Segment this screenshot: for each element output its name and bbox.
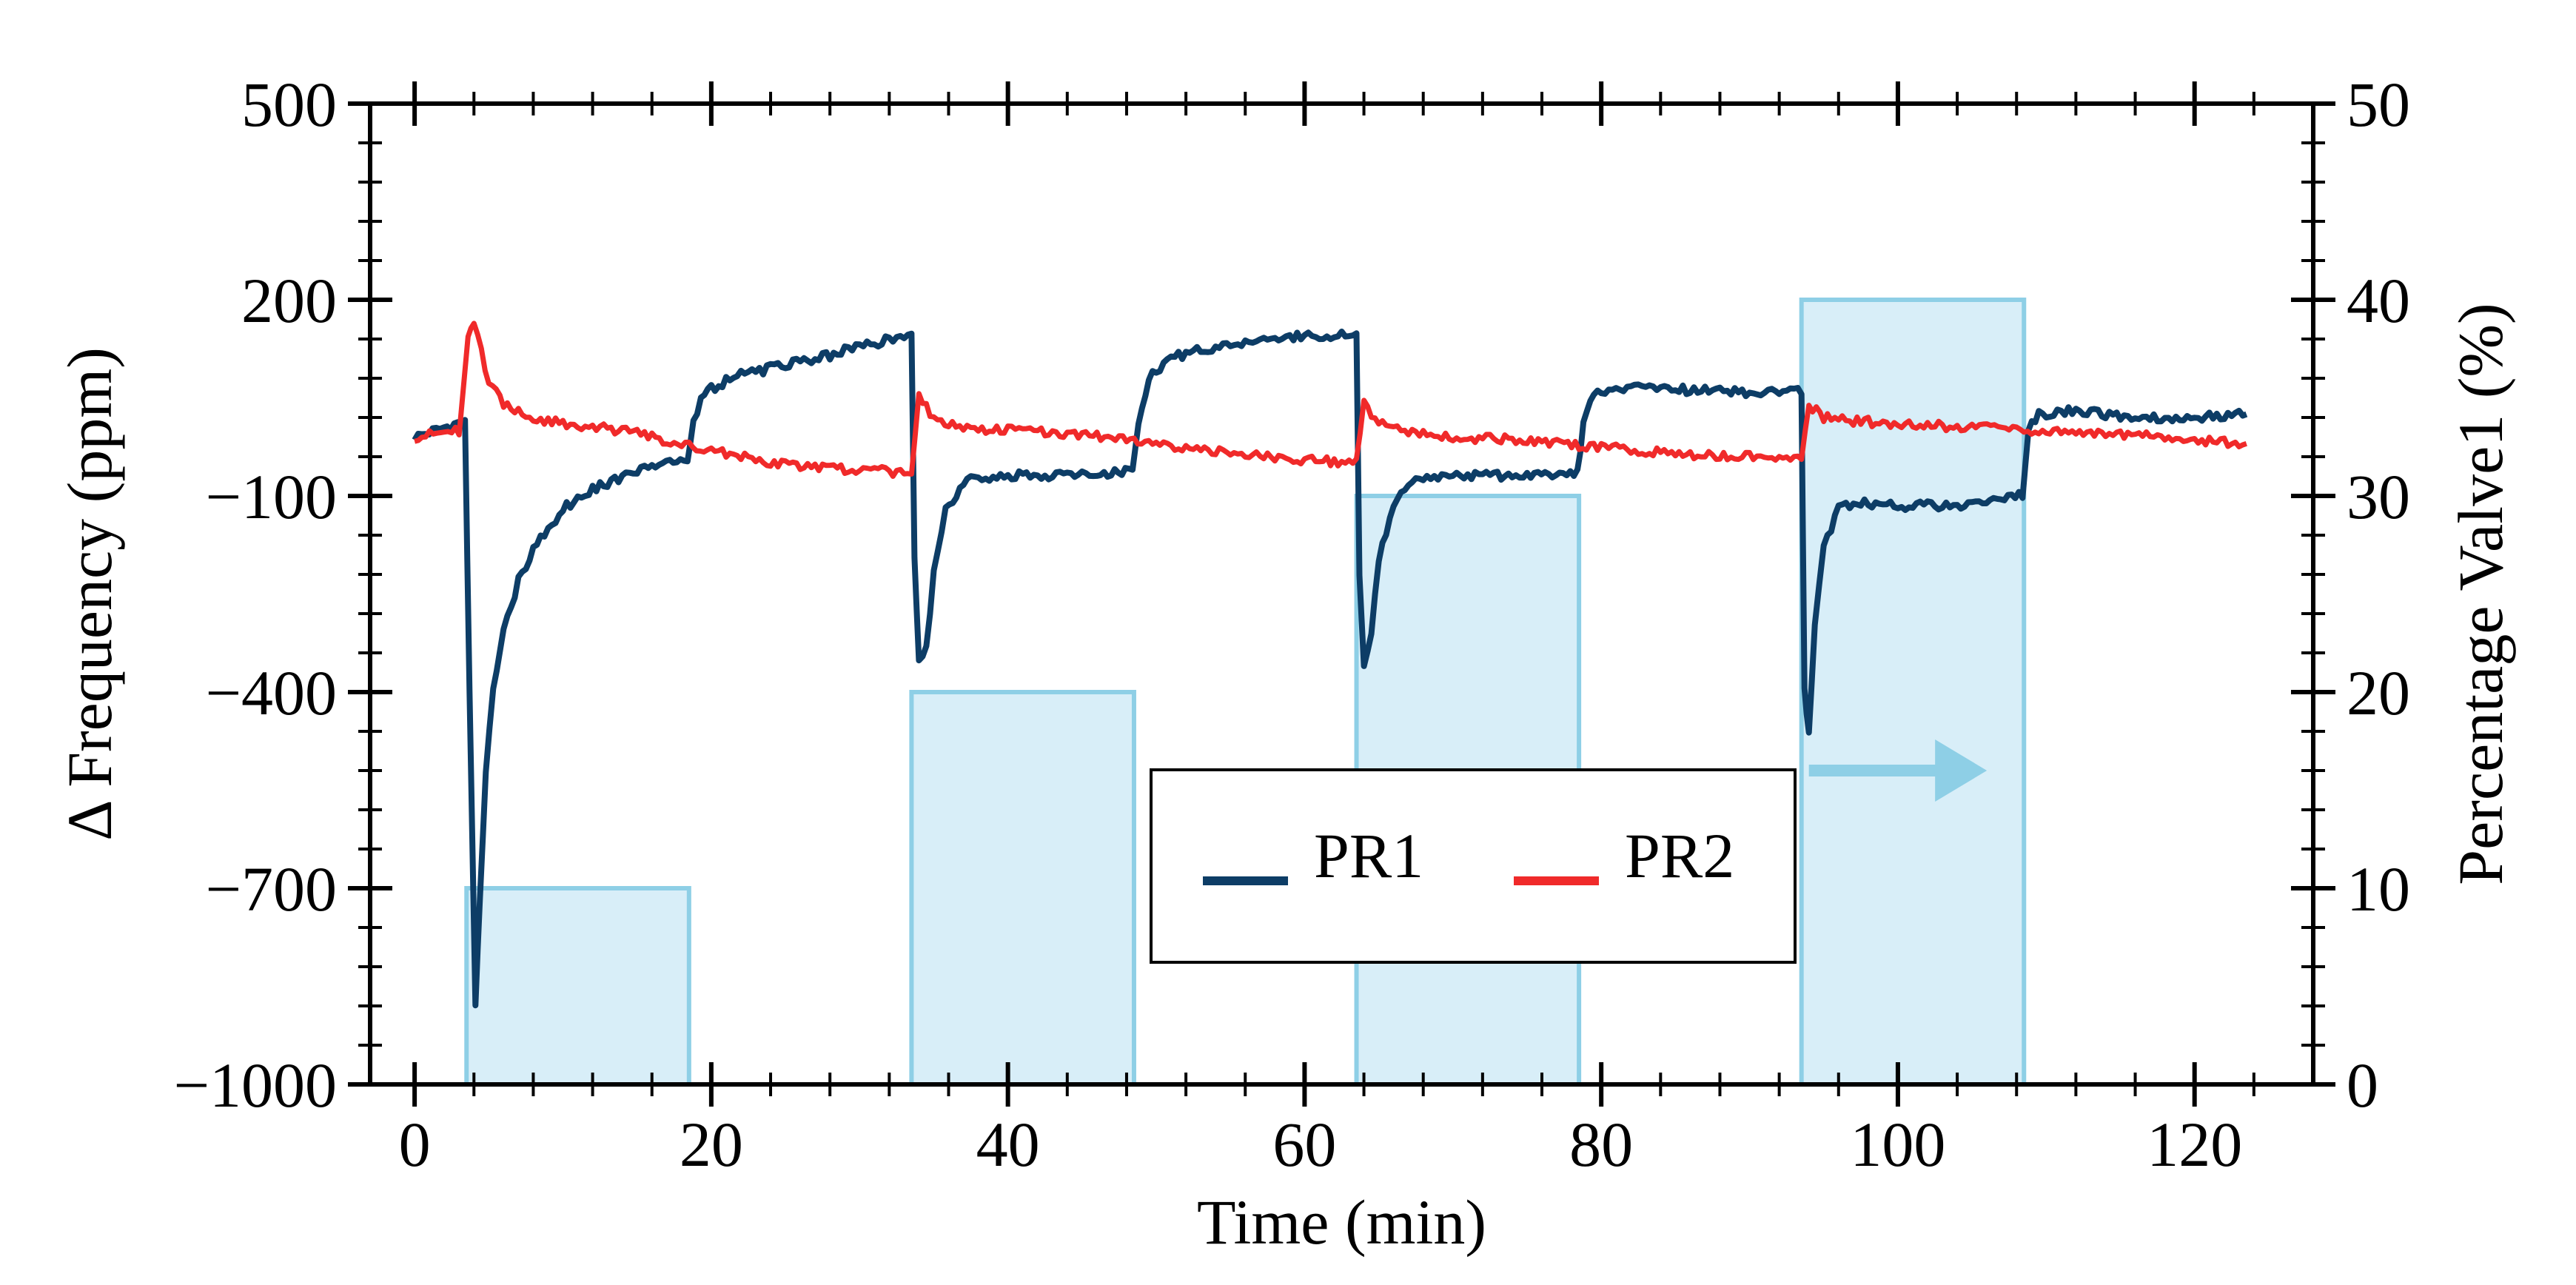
legend-label-pr2: PR2 bbox=[1625, 820, 1734, 891]
annotations bbox=[1808, 739, 1988, 802]
legend-box bbox=[1150, 768, 1797, 964]
y-left-tick-label: −100 bbox=[205, 461, 337, 532]
x-tick-label: 40 bbox=[976, 1109, 1040, 1180]
legend: PR1 PR2 bbox=[1150, 768, 1797, 964]
y-right-tick-label: 50 bbox=[2347, 69, 2410, 140]
y-right-tick-label: 40 bbox=[2347, 265, 2410, 336]
arrow-head bbox=[1935, 739, 1988, 802]
x-tick-label: 0 bbox=[399, 1109, 431, 1180]
y-right-tick-label: 0 bbox=[2347, 1050, 2378, 1121]
valve-percentage-bars bbox=[464, 298, 2027, 1087]
y-axis-label-right: Percentage Valve1 (%) bbox=[2445, 303, 2516, 885]
y-right-tick-label: 10 bbox=[2347, 853, 2410, 925]
x-tick-label: 100 bbox=[1850, 1109, 1945, 1180]
x-tick-label: 120 bbox=[2147, 1109, 2242, 1180]
x-tick-label: 60 bbox=[1272, 1109, 1336, 1180]
y-right-tick-label: 30 bbox=[2347, 461, 2410, 532]
valve-bar-4 bbox=[1799, 298, 2027, 1087]
y-left-tick-label: −400 bbox=[205, 657, 337, 728]
y-left-tick-label: −700 bbox=[205, 853, 337, 925]
axes: 0 20 40 60 80 100 120500200−100−400−700−100050… bbox=[173, 69, 2410, 1180]
valve-bar-2 bbox=[909, 690, 1136, 1087]
y-right-tick-label: 20 bbox=[2347, 657, 2410, 728]
valve-bar-1 bbox=[464, 886, 691, 1087]
series-line-pr2 bbox=[414, 321, 2247, 479]
legend-label-pr1: PR1 bbox=[1314, 820, 1423, 891]
y-left-tick-label: 500 bbox=[241, 69, 337, 140]
x-tick-label: 20 bbox=[680, 1109, 743, 1180]
x-axis-label: Time (min) bbox=[1197, 1187, 1486, 1258]
x-tick-label: 80 bbox=[1569, 1109, 1633, 1180]
y-axis-label-left: Δ Frequency (ppm) bbox=[54, 347, 125, 841]
series-line-pr1 bbox=[412, 328, 2248, 1009]
data-lines bbox=[412, 321, 2248, 1009]
y-left-tick-label: −1000 bbox=[173, 1050, 337, 1121]
y-left-tick-label: 200 bbox=[241, 265, 337, 336]
